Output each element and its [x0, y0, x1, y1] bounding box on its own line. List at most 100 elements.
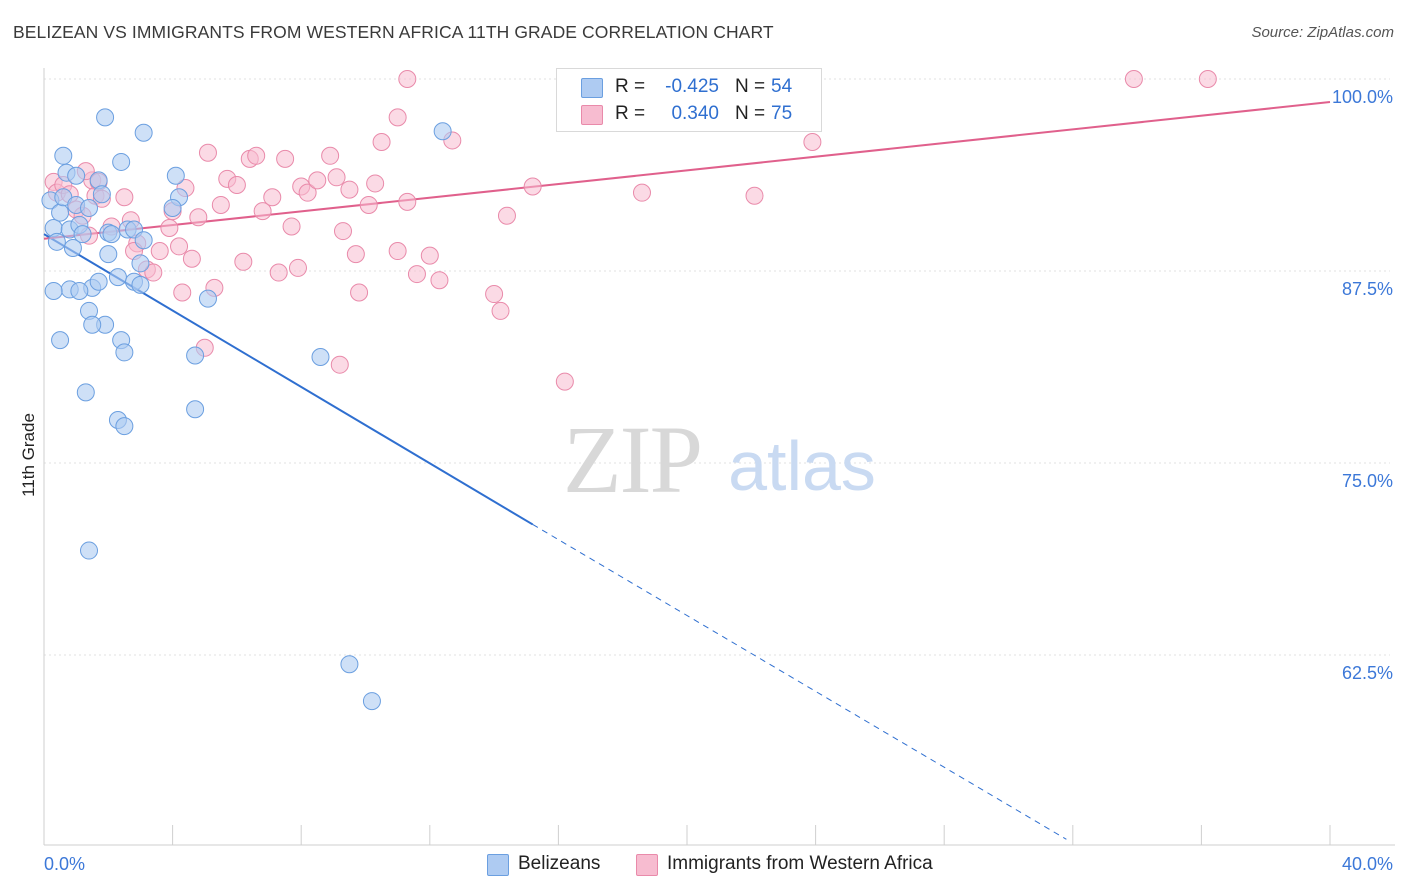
data-point-belizeans	[186, 346, 205, 365]
trend-belizeans-extension	[532, 524, 1067, 840]
data-point-immigrants	[632, 183, 651, 202]
data-point-belizeans	[73, 225, 92, 244]
chart-title: BELIZEAN VS IMMIGRANTS FROM WESTERN AFRI…	[13, 22, 774, 42]
data-point-immigrants	[189, 208, 208, 227]
series-belizeans-points	[41, 108, 452, 711]
data-point-belizeans	[51, 331, 70, 350]
data-point-belizeans	[108, 268, 127, 287]
data-point-belizeans	[131, 275, 150, 294]
data-point-belizeans	[433, 122, 452, 141]
x-tick-label: 40.0%	[1342, 854, 1393, 874]
n-label: N =	[735, 103, 766, 124]
axes	[43, 68, 1395, 846]
data-point-immigrants	[366, 174, 385, 193]
data-point-belizeans	[166, 166, 185, 185]
data-point-immigrants	[247, 146, 266, 165]
r-value: -0.425	[665, 76, 719, 97]
data-point-immigrants	[282, 217, 301, 236]
n-value: 75	[771, 103, 793, 124]
data-point-immigrants	[430, 271, 449, 290]
axis-labels: 62.5% 75.0% 87.5% 100.0% 0.0% 40.0% 11th Grade	[19, 87, 1393, 874]
data-point-belizeans	[134, 231, 153, 250]
data-point-immigrants	[485, 285, 504, 304]
data-point-immigrants	[211, 195, 230, 214]
stats-legend: R = -0.425 N = 54 R = 0.340 N = 75	[556, 68, 822, 132]
watermark: ZIP atlas	[563, 406, 876, 513]
data-point-belizeans	[311, 348, 330, 367]
swatch-immigrants	[581, 105, 603, 125]
data-point-belizeans	[134, 123, 153, 142]
data-point-immigrants	[359, 195, 378, 214]
data-point-immigrants	[340, 180, 359, 199]
data-point-immigrants	[388, 108, 407, 127]
data-point-immigrants	[398, 70, 417, 88]
data-point-belizeans	[340, 655, 359, 674]
data-point-immigrants	[327, 168, 346, 187]
data-point-immigrants	[491, 301, 510, 320]
data-point-immigrants	[234, 252, 253, 271]
data-point-immigrants	[372, 132, 391, 151]
data-point-belizeans	[96, 108, 115, 127]
data-point-belizeans	[92, 185, 111, 204]
data-point-immigrants	[1198, 70, 1217, 88]
data-point-immigrants	[398, 192, 417, 211]
data-point-immigrants	[497, 206, 516, 225]
watermark-zip: ZIP	[563, 406, 701, 513]
data-point-immigrants	[308, 171, 327, 190]
legend-swatch-belizeans	[487, 854, 509, 876]
watermark-atlas: atlas	[728, 427, 876, 505]
data-point-immigrants	[276, 149, 295, 168]
data-point-immigrants	[745, 186, 764, 205]
data-point-immigrants	[115, 188, 134, 207]
y-tick-label: 87.5%	[1342, 279, 1393, 299]
data-point-belizeans	[63, 238, 82, 257]
data-point-belizeans	[198, 289, 217, 308]
r-value: 0.340	[671, 103, 719, 124]
data-point-belizeans	[115, 417, 134, 436]
source-label: Source: ZipAtlas.com	[1251, 24, 1394, 41]
data-point-immigrants	[555, 372, 574, 391]
data-point-belizeans	[131, 254, 150, 273]
data-point-immigrants	[263, 188, 282, 207]
data-point-immigrants	[198, 143, 217, 162]
swatch-belizeans	[581, 78, 603, 98]
data-point-belizeans	[186, 400, 205, 419]
legend-label-belizeans: Belizeans	[518, 853, 601, 874]
r-label: R =	[615, 76, 646, 97]
data-point-immigrants	[407, 265, 426, 284]
stats-row-immigrants: R = 0.340 N = 75	[557, 101, 821, 127]
gridlines	[44, 78, 1390, 656]
data-point-immigrants	[150, 242, 169, 261]
data-point-belizeans	[51, 203, 70, 222]
data-point-immigrants	[298, 183, 317, 202]
data-point-immigrants	[253, 202, 272, 221]
data-point-immigrants	[388, 242, 407, 261]
data-point-belizeans	[102, 225, 121, 244]
data-point-immigrants	[170, 237, 189, 256]
data-point-immigrants	[269, 263, 288, 282]
data-point-immigrants	[420, 246, 439, 265]
data-point-immigrants	[173, 283, 192, 302]
data-point-immigrants	[1124, 70, 1143, 88]
y-tick-label: 75.0%	[1342, 471, 1393, 491]
data-point-belizeans	[80, 199, 99, 218]
data-point-belizeans	[163, 199, 182, 218]
series-immigrants-points	[44, 70, 1217, 391]
data-point-belizeans	[47, 232, 66, 251]
y-tick-label: 100.0%	[1332, 87, 1393, 107]
data-point-immigrants	[160, 218, 179, 237]
data-point-belizeans	[70, 281, 89, 300]
r-label: R =	[615, 103, 646, 124]
data-point-belizeans	[362, 692, 381, 711]
data-point-belizeans	[80, 541, 99, 560]
data-point-belizeans	[44, 281, 63, 300]
data-point-belizeans	[54, 146, 73, 165]
legend-label-immigrants: Immigrants from Western Africa	[667, 853, 933, 874]
n-label: N =	[735, 76, 766, 97]
data-point-belizeans	[112, 152, 131, 171]
data-point-immigrants	[333, 222, 352, 241]
data-point-belizeans	[76, 383, 95, 402]
legend-swatch-immigrants	[636, 854, 658, 876]
data-point-immigrants	[182, 249, 201, 268]
